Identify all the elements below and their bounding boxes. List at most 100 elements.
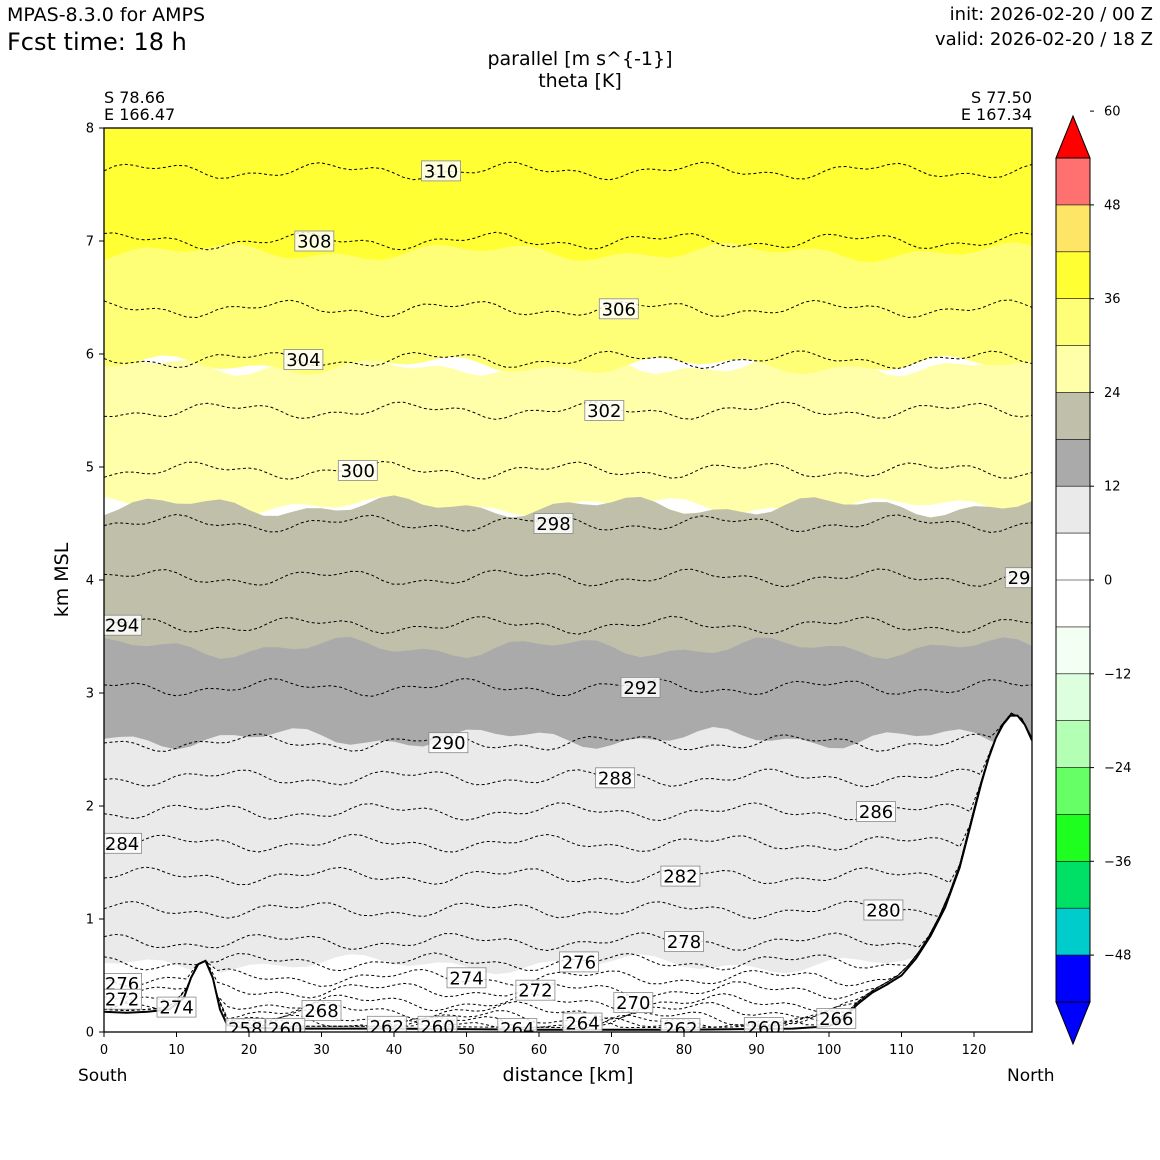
colorbar-segment (1056, 673, 1090, 721)
contour-label-264-text: 264 (565, 1014, 599, 1035)
contour-label-278-text: 278 (667, 932, 701, 953)
theta-contour-310 (104, 161, 1032, 181)
colorbar-segment (1056, 251, 1090, 299)
contour-label-266: 266 (816, 1008, 857, 1030)
colorbar-segment (1056, 486, 1090, 534)
x-tick-label: 100 (817, 1043, 842, 1058)
theta-contour-302 (104, 401, 1032, 420)
colorbar-tick-label: −36 (1104, 855, 1131, 870)
terrain-mask (104, 715, 1032, 1032)
x-tick-label: 90 (748, 1043, 765, 1058)
contour-label-extra-3-text: 258 (228, 1019, 262, 1040)
contour-label-286: 286 (856, 801, 896, 823)
contour-label-300: 300 (337, 459, 378, 482)
contour-label-extra-4: 260 (417, 1015, 458, 1038)
x-tick-label: 120 (962, 1043, 987, 1058)
contour-label-296-text: 296 (1008, 568, 1042, 589)
colorbar-tick-label: −24 (1104, 761, 1131, 776)
contour-label-extra-2: 274 (156, 996, 197, 1019)
contour-label-310-text: 310 (424, 161, 458, 182)
contour-label-260-text: 260 (268, 1019, 302, 1040)
theta-contour-282 (104, 712, 1032, 886)
contour-label-extra-5-text: 264 (500, 1019, 534, 1040)
contour-label-306-text: 306 (602, 299, 636, 320)
x-tick-label: 20 (241, 1043, 258, 1058)
colorbar-segment (1056, 908, 1090, 956)
theta-contour-296 (104, 568, 1032, 588)
contour-label-306: 306 (598, 298, 639, 320)
colorbar-segment (1056, 720, 1090, 768)
model-title: MPAS-8.3.0 for AMPS (7, 4, 206, 26)
x-tick-label: 80 (676, 1043, 693, 1058)
contour-label-304: 304 (283, 349, 324, 371)
colorbar-segment (1056, 861, 1090, 909)
contour-label-292: 292 (620, 677, 661, 699)
colorbar-tick-label: 24 (1104, 386, 1121, 401)
contour-label-290: 290 (428, 732, 469, 754)
colorbar-tick-label: 36 (1104, 292, 1121, 307)
contour-label-264: 264 (562, 1012, 603, 1035)
contour-label-294: 294 (104, 614, 142, 637)
y-axis-label: km MSL (51, 542, 73, 618)
y-tick-label: 8 (86, 122, 94, 137)
colorbar-segment (1056, 955, 1090, 1002)
x-tick-label: 60 (531, 1043, 548, 1058)
colorbar-tick-label: 12 (1104, 480, 1121, 495)
left-lon: E 166.47 (104, 105, 176, 124)
contour-label-262-text: 262 (370, 1017, 404, 1038)
colorbar-segment (1056, 204, 1090, 252)
colorbar-segment (1056, 580, 1090, 627)
contour-label-282-text: 282 (663, 867, 697, 888)
valid-time: valid: 2026-02-20 / 18 Z (935, 29, 1153, 50)
init-time: init: 2026-02-20 / 00 Z (949, 4, 1153, 25)
right-endpoint-coords: S 77.50 E 167.34 (961, 89, 1032, 123)
colorbar-tick-label: 60 (1104, 105, 1121, 120)
north-label: North (1007, 1066, 1055, 1086)
contour-label-308-text: 308 (297, 232, 331, 253)
contour-label-266-text: 266 (819, 1009, 853, 1030)
forecast-time: Fcst time: 18 h (7, 28, 187, 56)
colorbar-segment (1056, 158, 1090, 205)
contour-label-272-text: 272 (518, 981, 552, 1002)
colorbar-segment (1056, 439, 1090, 487)
theta-contour-278 (104, 712, 1032, 952)
y-tick-label: 4 (86, 574, 94, 589)
left-lat: S 78.66 (104, 88, 166, 107)
contour-label-300-text: 300 (341, 461, 375, 482)
colorbar-tick-label: −48 (1104, 949, 1131, 964)
wind-fill-wind-6-12 (104, 715, 1032, 975)
theta-contour-284 (104, 712, 1032, 853)
contour-label-280: 280 (863, 899, 904, 922)
x-tick-label: 50 (458, 1043, 475, 1058)
contour-label-302-text: 302 (587, 401, 621, 422)
contour-label-extra-5: 264 (497, 1018, 538, 1040)
chart-title-wind: parallel [m s^{-1}] (487, 48, 673, 70)
contour-label-276: 276 (559, 951, 599, 973)
contour-label-298-text: 298 (536, 514, 570, 535)
contour-label-290-text: 290 (431, 733, 465, 754)
colorbar-segment (1056, 767, 1090, 815)
contour-label-260: 260 (265, 1018, 306, 1040)
contour-label-274-text: 274 (449, 968, 483, 989)
x-tick-label: 0 (100, 1043, 108, 1058)
contour-label-294-text: 294 (105, 616, 139, 637)
colorbar-segment (1056, 298, 1090, 346)
contour-label-268-text: 268 (304, 1001, 338, 1022)
contour-label-274: 274 (446, 967, 487, 989)
wind-fill-wind-36-42 (104, 128, 1032, 263)
contour-label-302: 302 (584, 400, 625, 422)
contour-label-288-text: 288 (598, 768, 632, 789)
x-tick-label: 70 (603, 1043, 620, 1058)
colorbar-under-arrow (1055, 1001, 1091, 1046)
x-axis-label: distance [km] (502, 1064, 634, 1086)
colorbar-segment (1056, 814, 1090, 862)
contour-label-272: 272 (515, 979, 556, 1002)
y-tick-label: 2 (86, 800, 94, 815)
y-tick-label: 0 (86, 1026, 94, 1041)
contour-label-extra-1: 272 (104, 988, 142, 1011)
contour-label-extra-6-text: 262 (663, 1019, 697, 1040)
left-endpoint-coords: S 78.66 E 166.47 (104, 89, 175, 123)
y-tick-label: 6 (86, 348, 94, 363)
contour-label-extra-4-text: 260 (420, 1017, 454, 1038)
contour-label-extra-6: 262 (660, 1018, 701, 1040)
